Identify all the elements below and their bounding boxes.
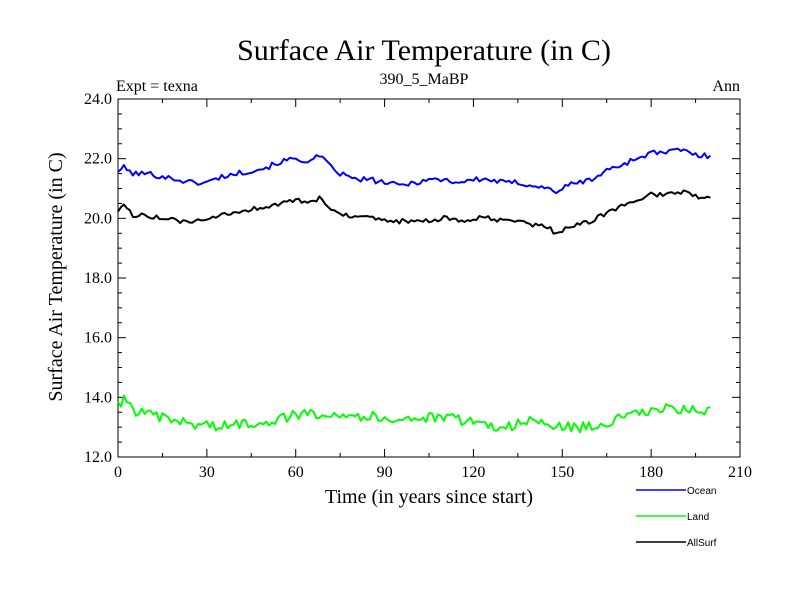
- y-tick-label: 12.0: [84, 449, 112, 466]
- y-tick-label: 22.0: [84, 151, 112, 168]
- x-tick-label: 0: [114, 464, 122, 481]
- series-line-ocean: [117, 147, 712, 195]
- legend-label-allsurf: AllSurf: [687, 538, 717, 549]
- y-tick-label: 14.0: [84, 389, 112, 406]
- x-axis-label: Time (in years since start): [325, 486, 533, 508]
- legend: Ocean Land AllSurf: [636, 486, 717, 549]
- x-tick-label: 150: [550, 464, 574, 481]
- y-tick-label: 20.0: [84, 210, 112, 227]
- experiment-label: Expt = texna: [116, 78, 198, 95]
- x-tick-label: 120: [461, 464, 485, 481]
- x-tick-label: 30: [199, 464, 215, 481]
- legend-label-land: Land: [687, 512, 709, 523]
- y-tick-label: 24.0: [84, 91, 112, 108]
- chart-subtitle: 390_5_MaBP: [380, 71, 469, 88]
- period-label: Ann: [712, 78, 740, 95]
- x-tick-label: 210: [728, 464, 752, 481]
- axis-tick-labels: 0 30 60 90 120 150 180 210 12.0 14.0 16.0 18.0 20.0 2…: [84, 91, 752, 481]
- series-line-allsurf: [117, 189, 711, 235]
- y-tick-label: 16.0: [84, 330, 112, 347]
- plot-area: [117, 98, 741, 458]
- data-series: [117, 147, 712, 434]
- y-axis-label: Surface Air Temperature (in C): [45, 152, 67, 401]
- axis-ticks: [117, 98, 741, 458]
- x-tick-label: 60: [288, 464, 304, 481]
- series-line-land: [117, 394, 711, 434]
- y-tick-label: 18.0: [84, 270, 112, 287]
- x-tick-label: 180: [639, 464, 663, 481]
- plot-frame: [117, 98, 741, 458]
- chart-title: Surface Air Temperature (in C): [237, 34, 611, 67]
- legend-label-ocean: Ocean: [687, 486, 716, 497]
- x-tick-label: 90: [377, 464, 393, 481]
